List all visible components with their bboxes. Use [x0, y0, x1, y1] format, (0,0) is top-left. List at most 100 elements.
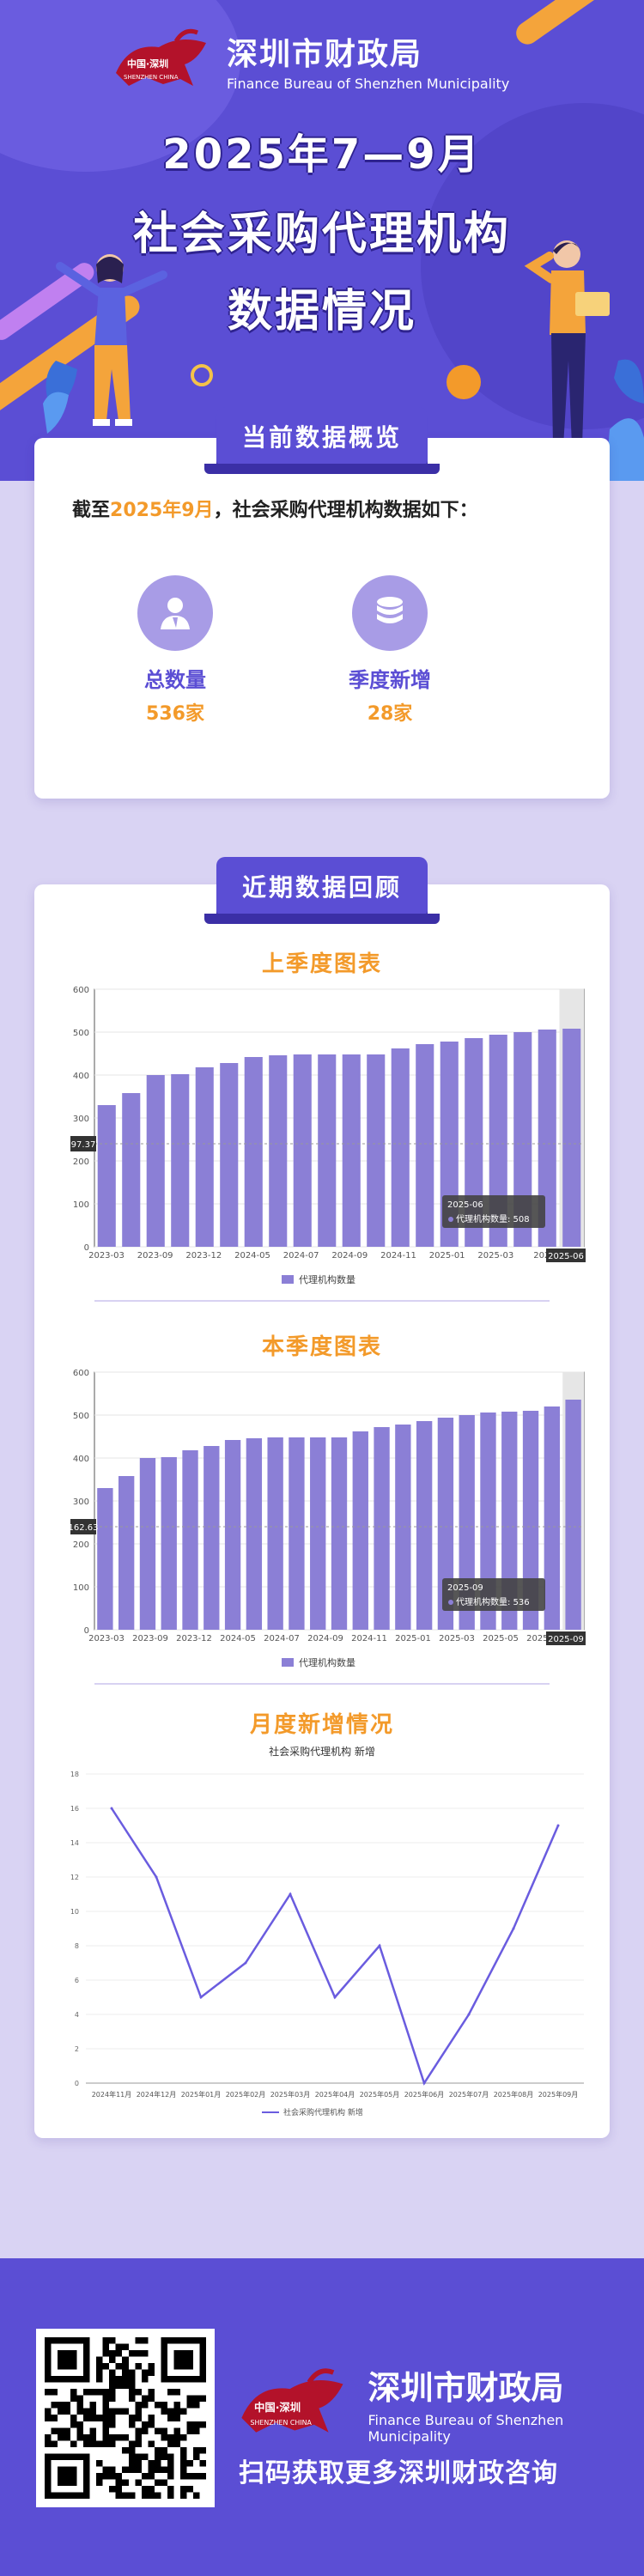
qr-module: [76, 2395, 84, 2403]
qr-module: [51, 2402, 58, 2409]
qr-module: [148, 2389, 155, 2396]
qr-code[interactable]: [36, 2329, 215, 2507]
total-label: 总数量: [144, 668, 206, 692]
bar: [522, 1411, 539, 1630]
new-value: 28家: [367, 703, 413, 725]
qr-module: [135, 2427, 142, 2434]
data-point: [467, 2013, 471, 2016]
qr-module: [102, 2433, 110, 2441]
qr-module: [122, 2363, 129, 2370]
data-point: [244, 1961, 247, 1965]
qr-module: [76, 2402, 84, 2409]
legend-label: 代理机构数量: [299, 1656, 355, 1668]
qr-module: [102, 2408, 110, 2415]
qr-module: [135, 2433, 142, 2441]
overview-intro: 截至2025年9月，社会采购代理机构数据如下：: [72, 500, 478, 521]
x-tick-label: 2024-07: [264, 1634, 300, 1643]
brand-name-en: Finance Bureau of Shenzhen Municipality: [227, 75, 510, 92]
qr-code-icon: [45, 2337, 206, 2499]
bar: [289, 1437, 305, 1630]
qr-module: [148, 2421, 155, 2428]
qr-module: [109, 2408, 116, 2415]
y-tick-label: 100: [73, 1200, 89, 1210]
qr-module: [128, 2453, 136, 2460]
qr-module: [58, 2427, 64, 2434]
qr-module: [102, 2466, 110, 2473]
qr-module: [199, 2472, 206, 2480]
legend-swatch: [282, 1658, 294, 1667]
x-tick-label: 2024-05: [234, 1251, 270, 1261]
footer-brand-cn: 深圳市财政局: [368, 2369, 564, 2407]
y-tick-label: 8: [75, 1942, 79, 1950]
qr-module: [167, 2485, 174, 2493]
qr-module: [122, 2446, 129, 2454]
qr-module: [148, 2459, 155, 2467]
qr-module: [173, 2408, 180, 2415]
legend-label: 代理机构数量: [299, 1273, 355, 1285]
logo-badge-en: SHENZHEN CHINA: [124, 74, 179, 81]
bar: [513, 1032, 532, 1247]
qr-module: [102, 2337, 110, 2344]
x-tick-label: 2025年09月: [538, 2090, 579, 2099]
x-tick-label: 2024-07: [283, 1251, 319, 1261]
qr-module: [102, 2389, 110, 2396]
qr-module: [179, 2485, 187, 2493]
qr-module: [51, 2415, 58, 2421]
qr-module: [128, 2440, 136, 2447]
qr-module: [148, 2466, 155, 2473]
qr-module: [109, 2350, 116, 2357]
qr-module: [102, 2421, 110, 2428]
qr-module: [141, 2395, 149, 2403]
bar: [459, 1415, 475, 1630]
qr-module: [148, 2395, 155, 2403]
footer-brand-en: Finance Bureau of Shenzhen Municipality: [368, 2412, 564, 2445]
y-tick-label: 200: [73, 1540, 89, 1550]
data-point: [333, 1996, 337, 1999]
review-tab: 近期数据回顾: [204, 857, 440, 924]
qr-module: [89, 2402, 97, 2409]
y-tick-label: 300: [73, 1115, 89, 1124]
y-tick-label: 16: [70, 1805, 79, 1813]
qr-module: [128, 2376, 136, 2383]
qr-module: [161, 2408, 167, 2415]
y-tick-label: 100: [73, 1583, 89, 1593]
qr-module: [122, 2433, 129, 2441]
qr-module: [161, 2427, 167, 2434]
x-cursor-box: [546, 1249, 586, 1262]
data-point: [110, 1807, 113, 1810]
qr-module: [154, 2466, 161, 2473]
qr-module: [76, 2421, 84, 2428]
chart3-title: 月度新增情况: [249, 1712, 394, 1738]
footer-logo: 中国·深圳 SHENZHEN CHINA 深圳市财政局 Finance Bure…: [232, 2361, 644, 2445]
x-tick-label: 2025年07月: [449, 2090, 489, 2099]
quarter-new-stat: 季度新增 28家: [313, 575, 467, 726]
bar: [342, 1054, 361, 1247]
x-tick-label: 2025-05: [483, 1634, 519, 1643]
x-tick-label: 2023-03: [88, 1251, 125, 1261]
qr-module: [179, 2433, 187, 2441]
qr-module: [148, 2485, 155, 2493]
qr-module: [96, 2356, 103, 2364]
bar: [224, 1440, 241, 1630]
bar: [391, 1048, 410, 1247]
x-tick-label: 2025: [533, 1251, 555, 1261]
y-cursor-label: 162.63: [69, 1523, 99, 1533]
chart2-bar-chart: 0 100 200 300 400 500 600 2023-03 2023-09 2023-12…: [69, 1369, 586, 1668]
data-point: [155, 1875, 158, 1879]
qr-module: [58, 2402, 64, 2409]
qr-module: [186, 2459, 193, 2467]
qr-module: [122, 2369, 129, 2377]
x-tick-label: 2025-03: [477, 1251, 513, 1261]
qr-module: [128, 2421, 136, 2428]
qr-module: [135, 2459, 142, 2467]
x-tick-label: 2023-12: [176, 1634, 212, 1643]
qr-module: [115, 2485, 123, 2493]
x-tick-label: 2023-03: [88, 1634, 125, 1643]
x-tick-label: 2023-09: [137, 1251, 173, 1261]
qr-module: [96, 2363, 103, 2370]
footer-badge-cn: 中国·深圳: [254, 2401, 301, 2414]
bar: [374, 1427, 390, 1630]
qr-module: [122, 2376, 129, 2383]
bar: [97, 1105, 116, 1247]
qr-module: [167, 2440, 174, 2447]
